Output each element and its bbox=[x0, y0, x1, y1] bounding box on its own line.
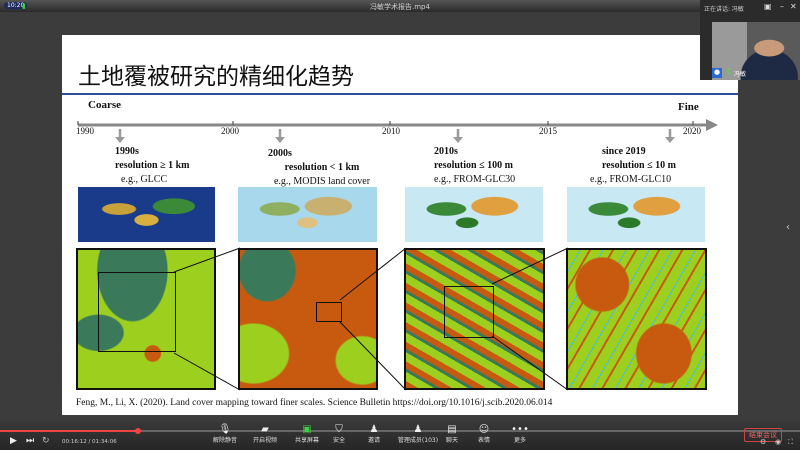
shield-icon: ⛉ bbox=[335, 424, 343, 435]
year-tick: 2015 bbox=[539, 126, 557, 136]
toolbar-video[interactable]: ▰ 开启视频 bbox=[243, 424, 287, 444]
settings-icon[interactable]: ⚙ bbox=[760, 438, 767, 446]
speaker-face bbox=[712, 22, 800, 80]
year-tick: 2010 bbox=[382, 126, 400, 136]
citation: Feng, M., Li, X. (2020). Land cover mapp… bbox=[76, 398, 553, 408]
chat-icon: ▤ bbox=[447, 424, 457, 435]
clock: 10:20 bbox=[4, 2, 28, 9]
play-button[interactable]: ▶ bbox=[10, 436, 17, 446]
toolbar-more[interactable]: ••• 更多 bbox=[498, 424, 542, 444]
world-map-glcc bbox=[78, 187, 215, 242]
zoom-box bbox=[316, 302, 342, 322]
year-tick: 2000 bbox=[221, 126, 239, 136]
mic-icon: 🎙 bbox=[724, 68, 733, 76]
title-bar: 10:20 ▮ 冯敏学术报告.mp4 bbox=[0, 0, 800, 12]
era-1990s: 1990s resolution ≥ 1 km e.g., GLCC bbox=[115, 146, 190, 185]
volume-icon[interactable]: ◉ bbox=[775, 438, 782, 446]
world-map-modis bbox=[238, 187, 377, 242]
toolbar-chat[interactable]: ▤ 聊天 bbox=[430, 424, 474, 444]
layout-icon[interactable]: ▣ bbox=[764, 2, 772, 11]
year-tick: 1990 bbox=[76, 126, 94, 136]
slide-title: 土地覆被研究的精细化趋势 bbox=[78, 64, 354, 90]
emoji-icon: ☺ bbox=[478, 424, 490, 435]
speaker-video: 正在讲话: 冯敏 ▣ – ✕ ● 🎙 冯敏 bbox=[700, 0, 800, 80]
fine-label: Fine bbox=[678, 101, 699, 113]
fullscreen-icon[interactable]: ⛶ bbox=[788, 438, 793, 446]
user-icon: ● bbox=[712, 68, 722, 78]
coarse-label: Coarse bbox=[88, 99, 121, 111]
landcover-map-30m bbox=[404, 248, 545, 390]
toolbar-unmute[interactable]: 🎙 解除静音 bbox=[203, 424, 247, 444]
minimize-button[interactable]: – bbox=[780, 2, 784, 11]
mic-muted-icon: 🎙 bbox=[218, 424, 232, 435]
invite-icon: ♟ bbox=[369, 424, 379, 435]
progress-handle[interactable] bbox=[135, 428, 141, 434]
share-screen-icon: ▣ bbox=[302, 424, 312, 435]
end-meeting-button[interactable]: 结束会议 bbox=[744, 428, 782, 442]
world-map-fromglc10 bbox=[567, 187, 705, 242]
toolbar-members[interactable]: ♟ 管理成员(103) bbox=[392, 424, 444, 444]
signal-icon: ▮ bbox=[22, 2, 26, 10]
progress-track[interactable] bbox=[0, 430, 800, 432]
toolbar-invite[interactable]: ♟ 邀请 bbox=[352, 424, 396, 444]
landcover-map-modis bbox=[238, 248, 378, 390]
zoom-connector-lines bbox=[173, 247, 569, 391]
timeline bbox=[77, 119, 718, 143]
more-icon: ••• bbox=[511, 424, 529, 435]
window-title: 冯敏学术报告.mp4 bbox=[370, 3, 430, 11]
next-button[interactable]: ⏭ bbox=[26, 436, 35, 446]
toolbar-security[interactable]: ⛉ 安全 bbox=[317, 424, 361, 444]
era-2019: since 2019 resolution ≤ 10 m e.g., FROM-GL… bbox=[590, 146, 676, 185]
time-readout: 00:16:12 / 01:34:06 bbox=[62, 439, 117, 445]
cam-name: 冯敏 bbox=[734, 71, 747, 78]
zoom-box bbox=[98, 272, 176, 352]
era-2000s: 2000s resolution < 1 km e.g., MODIS land c… bbox=[268, 148, 371, 187]
timeline-arrowhead bbox=[706, 119, 718, 131]
landcover-map-1km bbox=[76, 248, 216, 390]
members-icon: ♟ bbox=[413, 424, 423, 435]
slide: 土地覆被研究的精细化趋势 Coarse Fine 1990 2000 2010 … bbox=[62, 35, 738, 415]
era-arrows bbox=[115, 129, 675, 143]
replay-icon[interactable]: ↻ bbox=[42, 436, 50, 446]
progress-fill bbox=[0, 430, 138, 432]
toolbar-share[interactable]: ▣ 共享屏幕 bbox=[285, 424, 329, 444]
video-off-icon: ▰ bbox=[261, 424, 269, 435]
speaking-label: 正在讲话: 冯敏 bbox=[704, 6, 744, 13]
zoom-box bbox=[444, 286, 494, 338]
side-panel-toggle[interactable]: ‹ bbox=[786, 222, 790, 233]
toolbar-emoji[interactable]: ☺ 表情 bbox=[462, 424, 506, 444]
player-toolbar bbox=[0, 420, 800, 450]
year-tick: 2020 bbox=[683, 126, 701, 136]
world-map-fromglc30 bbox=[405, 187, 543, 242]
title-rule bbox=[62, 93, 738, 95]
era-2010s: 2010s resolution ≤ 100 m e.g., FROM-GLC30 bbox=[434, 146, 516, 185]
landcover-map-10m bbox=[566, 248, 707, 390]
timeline-ticks bbox=[77, 121, 694, 125]
close-button[interactable]: ✕ bbox=[790, 2, 797, 11]
